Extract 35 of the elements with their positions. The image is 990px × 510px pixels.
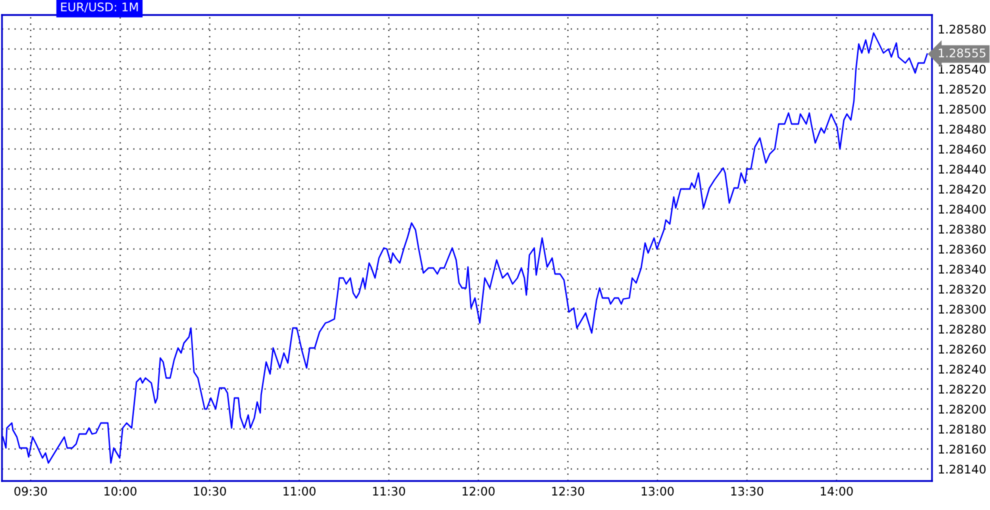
y-tick-label: 1.28440	[938, 164, 986, 174]
text: 1.28555	[938, 48, 986, 58]
y-tick-label: 1.28340	[938, 264, 986, 274]
y-tick-label: 1.28280	[938, 324, 986, 334]
x-tick-label: 12:00	[462, 486, 495, 496]
x-tick-label: 13:00	[642, 486, 674, 496]
x-tick-label: 11:00	[284, 486, 316, 496]
y-tick-label: 1.28360	[938, 244, 986, 254]
x-tick-label: 12:30	[552, 486, 584, 496]
y-tick-label: 1.28500	[938, 104, 986, 114]
y-tick-label: 1.28240	[938, 364, 986, 374]
y-tick-label: 1.28220	[938, 384, 986, 394]
y-tick-label: 1.28320	[938, 284, 986, 294]
y-tick-label: 1.28180	[938, 424, 986, 434]
y-tick-label: 1.28400	[938, 204, 986, 214]
x-tick-label: 09:30	[14, 486, 47, 496]
y-tick-label: 1.28460	[938, 144, 986, 154]
y-tick-label: 1.28160	[938, 444, 986, 454]
x-tick-label: 10:30	[194, 486, 226, 496]
y-tick-label: 1.28380	[938, 224, 986, 234]
x-tick-label: 10:00	[104, 486, 136, 496]
line-series	[2, 32, 928, 464]
x-tick-label: 11:30	[373, 486, 406, 496]
y-tick-label: 1.28520	[938, 84, 986, 94]
y-tick-label: 1.28480	[938, 124, 986, 134]
x-tick-label: 14:00	[820, 486, 853, 496]
y-tick-label: 1.28540	[938, 64, 986, 74]
y-tick-label: 1.28140	[938, 464, 986, 474]
chart-title: EUR/USD: 1M	[61, 2, 138, 12]
y-tick-label: 1.28300	[938, 304, 986, 314]
y-tick-label: 1.28580	[938, 24, 986, 34]
x-tick-label: 13:30	[731, 486, 764, 496]
y-tick-label: 1.28260	[938, 344, 986, 354]
y-tick-label: 1.28420	[938, 184, 986, 194]
y-tick-label: 1.28200	[938, 404, 986, 414]
